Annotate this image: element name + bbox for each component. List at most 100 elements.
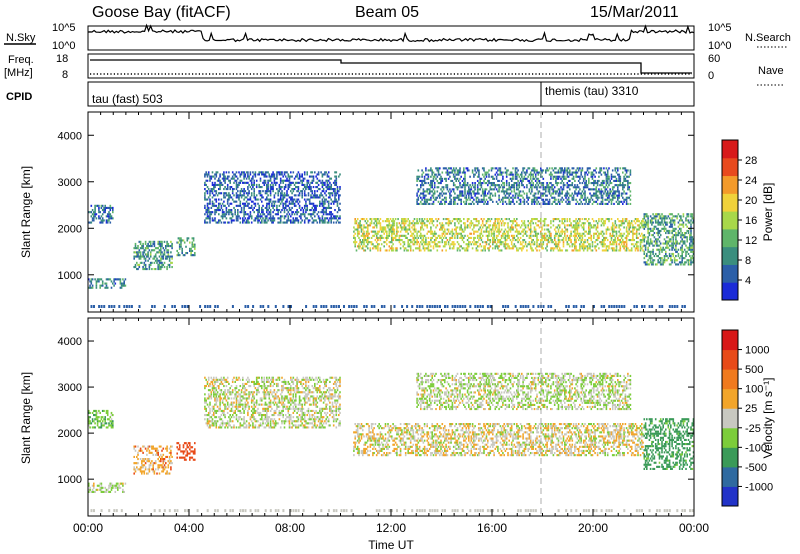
range-cell — [575, 224, 577, 227]
range-cell — [594, 192, 596, 195]
range-cell — [620, 192, 623, 195]
range-cell — [556, 190, 558, 193]
range-cell — [569, 236, 571, 239]
range-cell — [312, 204, 315, 207]
range-cell — [283, 173, 286, 176]
range-cell — [596, 198, 599, 201]
range-cell — [296, 209, 298, 212]
range-cell — [288, 200, 291, 203]
range-cell — [281, 192, 283, 195]
range-cell — [619, 182, 622, 185]
range-cell — [287, 194, 290, 197]
range-cell — [372, 230, 374, 233]
range-cell — [601, 222, 604, 225]
range-cell — [497, 245, 499, 248]
range-cell — [667, 246, 670, 249]
range-cell — [519, 173, 522, 176]
range-cell — [569, 220, 571, 223]
range-cell — [162, 263, 165, 266]
range-cell — [293, 177, 296, 180]
range-cell — [465, 196, 468, 199]
range-cell — [367, 243, 369, 246]
range-cell — [517, 236, 519, 239]
range-cell — [100, 204, 103, 207]
range-cell — [165, 257, 167, 260]
range-cell — [508, 182, 510, 185]
range-cell — [510, 226, 513, 229]
range-cell — [456, 202, 459, 205]
range-cell — [527, 196, 529, 199]
range-cell — [451, 247, 454, 250]
range-cell — [546, 249, 548, 252]
range-cell — [291, 213, 293, 216]
range-cell — [479, 177, 481, 180]
range-cell — [543, 236, 546, 239]
range-cell — [180, 245, 182, 248]
range-cell — [479, 236, 481, 239]
range-cell — [298, 173, 301, 176]
range-cell — [416, 200, 418, 203]
range-cell — [412, 232, 415, 235]
range-cell — [480, 230, 483, 233]
range-cell — [258, 204, 260, 207]
range-cell — [562, 186, 565, 189]
range-cell — [428, 202, 431, 205]
range-cell — [527, 224, 529, 227]
range-cell — [557, 194, 560, 197]
range-cell — [498, 241, 500, 244]
range-cell — [540, 230, 542, 233]
range-cell — [661, 263, 663, 266]
range-cell — [654, 221, 657, 224]
range-cell — [574, 232, 576, 235]
range-cell — [161, 242, 163, 245]
range-cell — [271, 217, 273, 220]
range-cell — [495, 243, 498, 246]
range-cell — [446, 173, 449, 176]
range-cell — [228, 196, 230, 199]
range-cell — [533, 228, 536, 231]
range-cell — [306, 186, 308, 189]
range-cell — [474, 184, 476, 187]
range-cell — [463, 167, 465, 170]
range-cell — [492, 241, 494, 244]
range-cell — [408, 243, 411, 246]
range-cell — [392, 228, 394, 231]
range-cell — [101, 217, 104, 220]
range-cell — [548, 230, 551, 233]
range-cell — [447, 177, 450, 180]
range-cell — [503, 196, 505, 199]
range-cell — [457, 196, 460, 199]
range-cell — [611, 247, 614, 250]
range-cell — [588, 222, 590, 225]
range-cell — [567, 192, 570, 195]
range-cell — [551, 188, 553, 191]
range-cell — [657, 244, 659, 247]
range-cell — [428, 241, 431, 244]
range-cell — [595, 190, 598, 193]
range-cell — [479, 188, 481, 191]
range-cell — [418, 175, 421, 178]
range-cell — [224, 181, 226, 184]
range-cell — [95, 282, 98, 285]
range-cell — [451, 169, 454, 172]
range-cell — [238, 183, 240, 186]
range-cell — [264, 173, 267, 176]
range-cell — [667, 240, 670, 243]
range-cell — [209, 215, 211, 218]
range-cell — [537, 239, 540, 242]
range-cell — [432, 200, 435, 203]
range-cell — [591, 243, 594, 246]
range-cell — [605, 175, 608, 178]
range-cell — [302, 211, 305, 214]
range-cell — [603, 167, 605, 170]
range-cell — [567, 200, 570, 203]
range-cell — [211, 200, 214, 203]
range-cell — [374, 245, 377, 248]
range-cell — [249, 179, 252, 182]
range-cell — [590, 234, 593, 237]
range-cell — [516, 184, 518, 187]
range-cell — [510, 241, 513, 244]
range-cell — [455, 179, 457, 182]
range-cell — [94, 204, 96, 207]
range-cell — [545, 232, 547, 235]
